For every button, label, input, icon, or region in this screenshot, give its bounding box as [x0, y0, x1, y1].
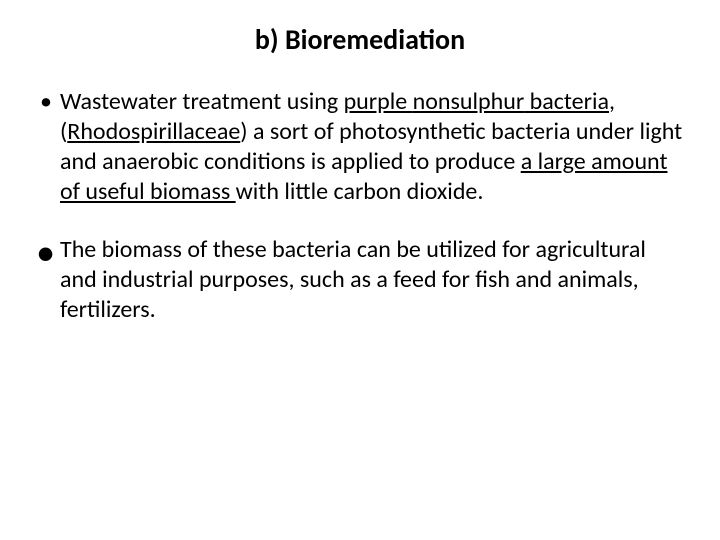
bullet-item-2: The biomass of these bacteria can be uti…	[36, 235, 684, 325]
bullet-list: Wastewater treatment using purple nonsul…	[0, 87, 720, 325]
text: The biomass of these bacteria can be uti…	[60, 235, 646, 324]
text: Wastewater treatment using	[60, 87, 344, 116]
underline-text: nonsulphur	[413, 87, 525, 116]
text: with little carbon dioxide.	[236, 177, 484, 206]
underline-text: bacteria	[524, 87, 609, 116]
slide-title: b) Bioremediation	[0, 0, 720, 87]
underline-text: Rhodospirillaceae	[67, 117, 240, 146]
slide: b) Bioremediation Wastewater treatment u…	[0, 0, 720, 540]
bullet-item-1: Wastewater treatment using purple nonsul…	[36, 87, 684, 207]
underline-text: purple	[344, 87, 413, 116]
